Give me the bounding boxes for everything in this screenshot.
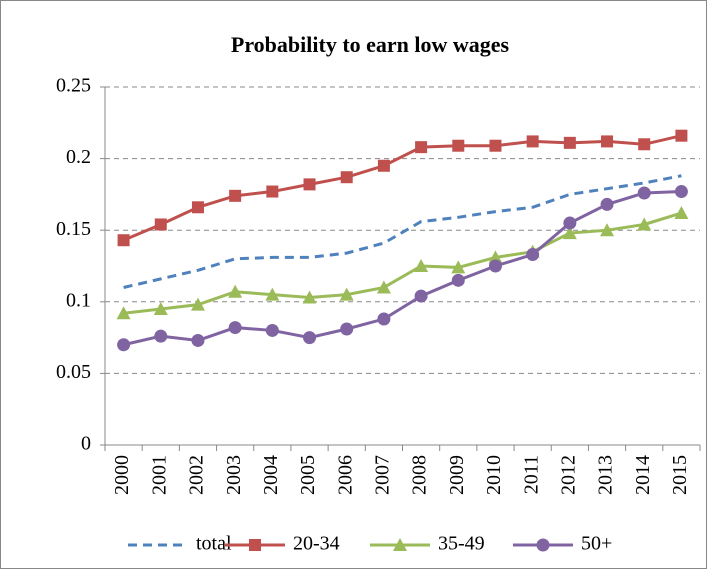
- x-tick-label: 2005: [297, 455, 319, 495]
- marker: [489, 139, 502, 152]
- marker: [229, 189, 242, 202]
- marker: [303, 178, 316, 191]
- x-tick-label: 2010: [483, 455, 505, 495]
- marker: [563, 216, 577, 230]
- marker: [488, 250, 503, 264]
- marker: [154, 218, 167, 231]
- marker: [562, 226, 577, 240]
- x-tick-label: 2012: [557, 455, 579, 495]
- marker: [600, 197, 614, 211]
- marker: [637, 217, 652, 231]
- marker: [117, 338, 131, 352]
- x-tick-label: 2011: [520, 455, 542, 494]
- marker: [228, 321, 242, 335]
- chart-title: Probability to earn low wages: [231, 32, 510, 57]
- marker: [116, 306, 131, 320]
- marker: [637, 186, 651, 200]
- marker: [191, 201, 204, 214]
- marker: [563, 136, 576, 149]
- x-tick-label: 2014: [632, 455, 654, 495]
- y-tick-label: 0.25: [56, 75, 91, 97]
- x-tick-label: 2003: [223, 455, 245, 495]
- marker: [601, 135, 614, 148]
- x-tick-label: 2004: [260, 455, 282, 495]
- x-tick-label: 2007: [372, 455, 394, 495]
- marker: [153, 301, 168, 315]
- y-tick-label: 0.1: [66, 289, 91, 311]
- x-tick-label: 2002: [186, 455, 208, 495]
- marker: [414, 289, 428, 303]
- marker: [190, 297, 205, 311]
- marker: [600, 223, 615, 237]
- legend-label: total: [196, 533, 232, 555]
- y-tick-label: 0.15: [56, 218, 91, 240]
- marker: [117, 234, 130, 247]
- series-line: [123, 174, 682, 289]
- marker: [526, 248, 540, 262]
- x-tick-label: 2015: [669, 455, 691, 495]
- marker: [414, 259, 429, 272]
- marker: [266, 185, 279, 198]
- marker: [393, 538, 407, 551]
- marker: [340, 322, 354, 336]
- marker: [451, 260, 466, 274]
- marker: [303, 331, 317, 345]
- marker: [452, 139, 465, 152]
- legend-label: 50+: [581, 533, 612, 555]
- marker: [154, 329, 168, 343]
- marker: [415, 141, 428, 154]
- x-tick-label: 2008: [409, 455, 431, 495]
- marker: [339, 287, 354, 301]
- marker: [265, 287, 280, 301]
- marker: [249, 539, 261, 551]
- marker: [675, 129, 688, 142]
- marker: [536, 538, 550, 552]
- marker: [376, 280, 391, 294]
- series-line: [123, 190, 682, 347]
- marker: [265, 323, 279, 337]
- marker: [191, 333, 205, 347]
- marker: [488, 259, 502, 273]
- marker: [377, 312, 391, 326]
- legend-label: 20-34: [293, 533, 340, 555]
- x-tick-label: 2001: [148, 455, 170, 495]
- marker: [638, 138, 651, 151]
- x-tick-label: 2000: [111, 455, 133, 495]
- marker: [302, 290, 317, 304]
- x-tick-label: 2009: [446, 455, 468, 495]
- y-tick-label: 0: [81, 433, 91, 455]
- marker: [340, 171, 353, 184]
- marker: [451, 273, 465, 287]
- y-tick-label: 0.05: [56, 361, 91, 383]
- series-line: [123, 211, 682, 315]
- marker: [228, 284, 243, 298]
- marker: [526, 135, 539, 148]
- marker: [377, 159, 390, 172]
- legend-label: 35-49: [438, 533, 485, 555]
- x-tick-label: 2006: [334, 455, 356, 495]
- marker: [674, 206, 689, 220]
- series-line: [123, 134, 682, 242]
- x-tick-label: 2013: [595, 455, 617, 495]
- y-tick-label: 0.2: [66, 146, 91, 168]
- marker: [674, 185, 688, 199]
